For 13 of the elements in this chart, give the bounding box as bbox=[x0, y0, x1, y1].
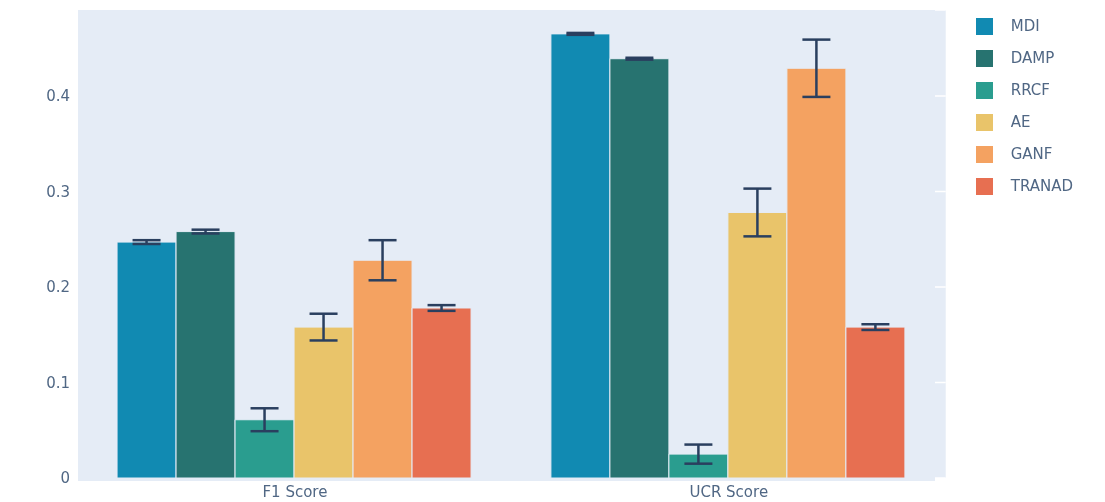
y-tick-label: 0.4 bbox=[46, 87, 70, 106]
legend-label: GANF bbox=[1010, 145, 1053, 163]
legend-label: TRANAD bbox=[1010, 177, 1073, 195]
legend-label: DAMP bbox=[1010, 49, 1055, 67]
legend-label: AE bbox=[1010, 113, 1031, 131]
legend-label: RRCF bbox=[1010, 81, 1050, 99]
y-tick-label: 0.1 bbox=[46, 373, 70, 392]
y-tick-label: 0.2 bbox=[46, 278, 70, 297]
y-tick-label: 0.3 bbox=[46, 182, 70, 201]
x-tick-label: F1 Score bbox=[262, 482, 328, 501]
x-tick-label: UCR Score bbox=[689, 482, 769, 501]
y-tick-label: 0 bbox=[60, 469, 70, 488]
legend-label: MDI bbox=[1010, 17, 1040, 35]
